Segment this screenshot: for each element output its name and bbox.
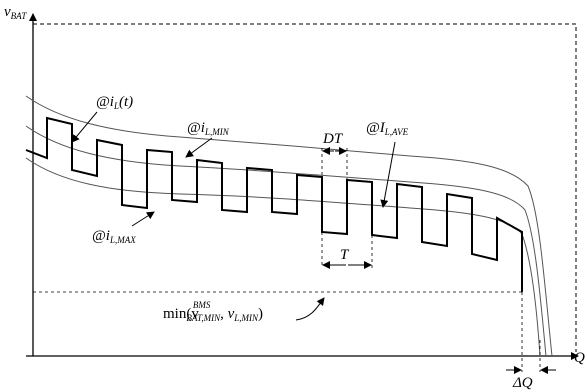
x-axis-label: Q [574, 350, 585, 366]
il-t-pointer [71, 111, 98, 143]
il-ave-label: @IL,AVE [366, 120, 409, 137]
delta-q-label: ΔQ [512, 375, 533, 391]
il-t-label: @iL(t) [96, 94, 133, 111]
il-max-pointer [131, 211, 155, 227]
dashed-border [33, 23, 577, 352]
min-expr-pointer [295, 297, 325, 321]
il-min-label: @iL,MIN [187, 120, 230, 137]
dt-label: DT [322, 131, 344, 147]
il-min-pointer [185, 137, 213, 158]
t-label: T [340, 247, 350, 263]
y-axis-label: vBAT [4, 4, 27, 21]
il-ave-pointer [380, 141, 396, 208]
il-max-label: @iL,MAX [92, 228, 136, 245]
il-ave-curve [25, 125, 547, 357]
min-expression-label: min(vBMS BAT,MIN, vL,MIN) [163, 300, 263, 323]
il-t-waveform [25, 116, 523, 292]
il-min-curve [25, 95, 553, 357]
il-max-curve [25, 157, 541, 357]
